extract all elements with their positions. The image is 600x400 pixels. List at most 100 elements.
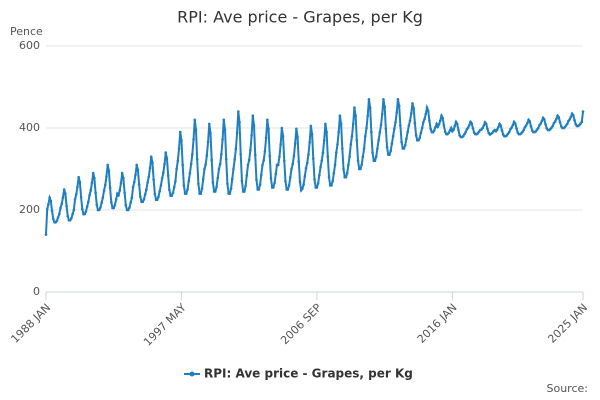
data-point <box>313 177 316 181</box>
data-point <box>555 117 558 121</box>
data-point <box>126 208 130 212</box>
data-point <box>250 134 253 137</box>
data-point <box>291 162 295 166</box>
data-point <box>468 123 471 127</box>
data-point <box>253 153 257 157</box>
data-point <box>461 134 465 138</box>
data-point <box>455 122 459 126</box>
data-point <box>529 125 533 128</box>
data-point <box>326 155 330 158</box>
data-point <box>207 122 211 126</box>
y-tick-label: 0 <box>33 285 40 298</box>
data-point <box>420 126 424 130</box>
data-point <box>255 178 258 181</box>
data-point <box>355 139 359 142</box>
data-point <box>424 112 428 116</box>
data-point <box>118 189 122 192</box>
data-point <box>152 178 155 181</box>
data-point <box>305 161 309 165</box>
data-point <box>486 127 489 131</box>
data-point <box>137 183 141 186</box>
data-point <box>553 120 557 123</box>
data-point <box>47 202 50 206</box>
data-point <box>58 212 61 216</box>
data-point <box>263 150 267 153</box>
data-point <box>261 163 264 167</box>
data-point <box>276 163 280 167</box>
data-point <box>151 161 154 164</box>
data-point <box>453 124 457 128</box>
data-point <box>568 118 571 121</box>
x-tick-label: 1988 JAN <box>8 301 53 346</box>
data-point <box>141 200 145 204</box>
data-point <box>157 195 160 199</box>
data-point <box>307 153 310 156</box>
data-point <box>249 148 252 152</box>
data-point <box>330 184 333 187</box>
data-point <box>417 139 420 142</box>
data-point <box>70 216 73 220</box>
chart-title: RPI: Ave price - Grapes, per Kg <box>177 8 423 27</box>
data-point <box>193 118 197 122</box>
data-point <box>353 106 356 109</box>
data-point <box>280 126 284 130</box>
data-point <box>362 147 366 150</box>
data-point <box>128 206 131 209</box>
data-point <box>221 138 224 141</box>
data-point <box>540 119 544 123</box>
data-point <box>148 166 152 170</box>
data-point <box>308 141 311 144</box>
data-point <box>76 185 79 189</box>
data-point <box>297 160 301 163</box>
data-point <box>409 111 413 115</box>
data-point <box>188 171 192 175</box>
data-point <box>412 107 415 110</box>
data-point <box>382 98 385 101</box>
data-point <box>449 126 453 130</box>
data-point <box>187 180 191 183</box>
data-point <box>68 218 72 222</box>
data-point <box>145 188 148 191</box>
data-point <box>495 128 499 131</box>
data-point <box>217 167 221 171</box>
data-point <box>342 167 345 171</box>
data-point <box>466 126 470 129</box>
data-point <box>222 118 226 122</box>
data-point <box>333 163 337 167</box>
data-point <box>573 118 576 122</box>
data-point <box>544 123 547 126</box>
data-point <box>215 185 218 189</box>
data-point <box>142 198 146 201</box>
data-point <box>251 114 255 117</box>
data-point <box>419 131 423 135</box>
data-point <box>337 130 340 134</box>
data-point <box>338 114 342 117</box>
data-point <box>452 128 455 131</box>
data-point <box>360 163 363 167</box>
data-point <box>435 122 438 126</box>
data-point <box>66 214 70 218</box>
data-point <box>311 157 315 161</box>
data-point <box>273 181 276 185</box>
data-point <box>89 189 93 192</box>
data-point <box>428 119 431 122</box>
data-point <box>139 195 142 199</box>
data-point <box>569 115 573 119</box>
data-point <box>298 180 302 184</box>
data-point <box>184 192 188 195</box>
data-point <box>172 185 176 189</box>
data-point <box>319 165 322 169</box>
data-point <box>130 196 134 199</box>
data-point <box>201 177 205 181</box>
data-point <box>325 130 328 134</box>
data-point <box>178 130 182 134</box>
data-point <box>432 129 436 132</box>
data-point <box>513 122 517 125</box>
data-point <box>482 124 486 127</box>
data-point <box>170 194 174 197</box>
data-point <box>197 182 200 186</box>
data-point <box>71 212 74 216</box>
data-point <box>192 138 195 141</box>
data-point <box>344 175 348 179</box>
